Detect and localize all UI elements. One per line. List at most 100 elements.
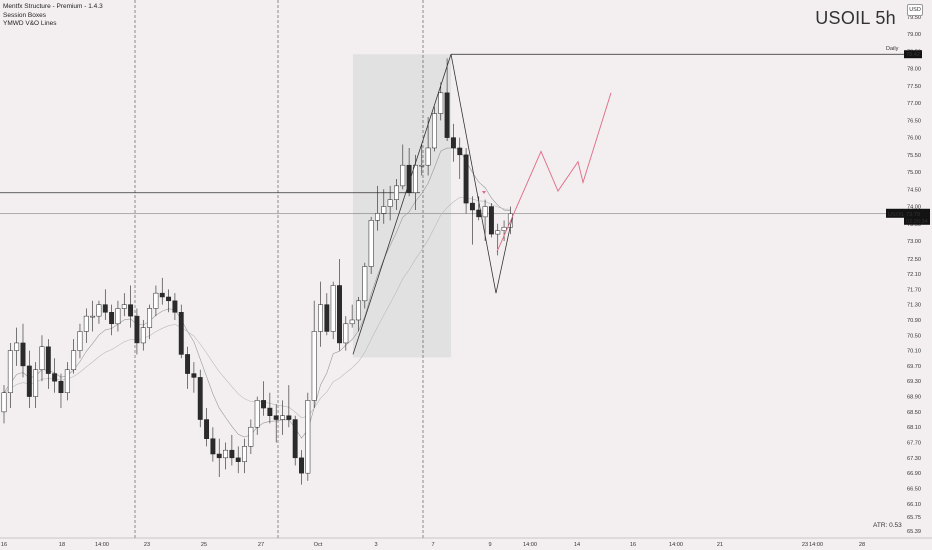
symbol-tag: [886, 208, 904, 218]
candle-body: [286, 415, 292, 420]
candles: [1, 58, 513, 485]
daily-price-tag-text: 78.42: [906, 52, 920, 58]
price-tick-label: 70.10: [907, 349, 921, 355]
candle-body: [153, 292, 159, 309]
time-tick-label: 16: [630, 542, 636, 548]
candle-body: [229, 449, 235, 459]
atr-readout: ATR: 0.53: [873, 522, 902, 529]
price-axis[interactable]: 79.5079.0078.5078.0077.5077.0076.5076.00…: [904, 0, 932, 538]
price-tick-label: 67.30: [907, 456, 921, 462]
time-tick-label: 25: [201, 542, 207, 548]
candle-body: [406, 164, 412, 194]
price-tick-label: 77.00: [907, 101, 921, 107]
candle-body: [425, 147, 431, 166]
candle-body: [261, 400, 266, 409]
candle-body: [248, 426, 254, 447]
candle-body: [204, 419, 210, 439]
candle-body: [368, 220, 374, 267]
candle-body: [362, 266, 368, 302]
candle-body: [235, 457, 241, 462]
candle-body: [413, 164, 418, 194]
legend-item-session-boxes[interactable]: Session Boxes: [3, 11, 46, 19]
candle-body: [140, 327, 146, 344]
price-tick-label: 66.10: [907, 502, 921, 508]
candle-body: [191, 373, 197, 378]
candle-body: [349, 319, 355, 325]
candle-body: [337, 285, 342, 344]
price-tick-label: 76.50: [907, 118, 921, 124]
candle-body: [324, 304, 330, 332]
price-tick-label: 68.50: [907, 410, 921, 416]
candle-body: [444, 92, 450, 138]
candle-body: [77, 331, 83, 351]
price-tick-label: 68.90: [907, 395, 921, 401]
candle-body: [45, 346, 51, 374]
candle-body: [159, 292, 165, 298]
candle-body: [83, 315, 89, 332]
daily-level-label: Daily: [886, 46, 899, 52]
legend-item-mentfx[interactable]: Mentfx Structure - Premium - 1.4.3: [3, 3, 103, 10]
time-tick-label: 16: [1, 542, 7, 548]
candle-body: [400, 164, 406, 187]
price-tick-label: 69.70: [907, 364, 921, 370]
time-tick-label: 23: [144, 542, 150, 548]
candle-body: [495, 230, 501, 235]
countdown-tag-text: 02:26:34: [906, 219, 928, 225]
daily-price-tag: [904, 50, 922, 59]
candle-body: [147, 308, 153, 328]
candle-body: [26, 365, 32, 397]
price-tick-label: 71.30: [907, 303, 921, 309]
candle-body: [375, 213, 380, 221]
candle-body: [210, 438, 216, 455]
price-tick-label: 72.10: [907, 272, 921, 278]
candle-body: [469, 202, 475, 211]
candle-body: [292, 419, 298, 459]
price-tick-label: 66.90: [907, 471, 921, 477]
currency-button[interactable]: USD: [907, 4, 923, 16]
price-tick-label: 71.70: [907, 287, 921, 293]
projection-path: [496, 92, 612, 252]
candle-body: [438, 92, 444, 114]
price-tick-label: 67.70: [907, 441, 921, 447]
candle-body: [1, 392, 7, 413]
candle-body: [267, 407, 273, 416]
candle-body: [463, 154, 469, 204]
candle-body: [39, 346, 45, 371]
candle-body: [115, 308, 121, 325]
candle-body: [501, 226, 507, 231]
time-tick-label: 7: [431, 542, 434, 548]
time-tick-label: 23: [802, 542, 808, 548]
candle-body: [488, 206, 494, 235]
candle-body: [431, 113, 437, 149]
structure-zigzag: [352, 54, 514, 355]
candle-body: [7, 350, 13, 393]
price-tick-label: 78.00: [907, 67, 921, 73]
candle-body: [387, 199, 393, 207]
price-tick-label: 74.00: [907, 205, 921, 211]
time-tick-label: 14:00: [95, 542, 109, 548]
time-tick-label: 14:00: [669, 542, 683, 548]
legend-item-ymwd[interactable]: YMWD V&O Lines: [3, 20, 57, 28]
pivot-marker: [482, 191, 486, 195]
price-tick-label: 65.75: [907, 515, 921, 521]
candle-body: [330, 285, 336, 332]
price-tick-label: 79.50: [907, 15, 921, 21]
candle-body: [356, 300, 361, 321]
candle-body: [128, 304, 134, 317]
candle-body: [90, 315, 96, 318]
price-tick-label: 75.50: [907, 153, 921, 159]
candle-body: [299, 457, 304, 474]
current-price-tag: [904, 208, 930, 225]
price-tick-label: 72.50: [907, 257, 921, 263]
indicator-legend[interactable]: Mentfx Structure - Premium - 1.4.3 Sessi…: [3, 3, 103, 29]
price-tick-label: 69.30: [907, 379, 921, 385]
candle-body: [242, 446, 247, 462]
time-tick-label: 14:00: [809, 542, 823, 548]
price-tick-label: 75.00: [907, 170, 921, 176]
candle-body: [121, 304, 127, 309]
current-price-tag-text: 73.79: [906, 212, 920, 218]
candle-body: [134, 315, 140, 344]
time-axis[interactable]: 16 18 14:00 23 25 27 Oct 3 7 9 14:00 14 16 14:00 21 23 1…: [0, 537, 932, 548]
